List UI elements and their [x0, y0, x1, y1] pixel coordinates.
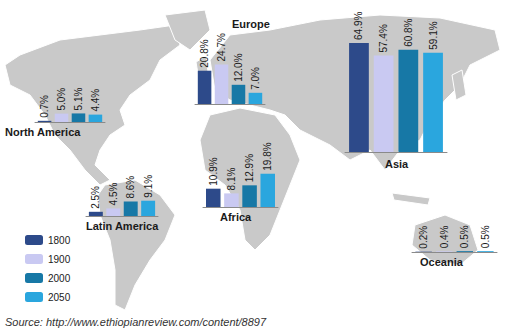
svg-text:Europe: Europe: [232, 18, 270, 30]
svg-text:1800: 1800: [48, 235, 71, 246]
svg-text:0.4%: 0.4%: [439, 225, 450, 248]
svg-text:2000: 2000: [48, 273, 71, 284]
svg-text:2050: 2050: [48, 292, 71, 303]
svg-text:57.4%: 57.4%: [378, 24, 389, 52]
svg-text:0.5%: 0.5%: [480, 225, 491, 248]
svg-text:5.1%: 5.1%: [73, 88, 84, 111]
svg-text:0.5%: 0.5%: [459, 225, 470, 248]
svg-text:2.5%: 2.5%: [90, 186, 101, 209]
svg-text:Latin America: Latin America: [86, 220, 159, 232]
svg-text:12.0%: 12.0%: [233, 53, 244, 81]
svg-text:20.8%: 20.8%: [199, 39, 210, 67]
svg-text:Source: http://www.ethiopianre: Source: http://www.ethiopianreview.com/c…: [5, 316, 267, 328]
svg-text:1900: 1900: [48, 254, 71, 265]
svg-text:0.2%: 0.2%: [418, 226, 429, 249]
svg-text:10.9%: 10.9%: [208, 157, 219, 185]
svg-text:64.9%: 64.9%: [353, 12, 364, 40]
svg-text:Africa: Africa: [220, 211, 252, 223]
svg-text:19.8%: 19.8%: [262, 142, 273, 170]
svg-text:4.5%: 4.5%: [108, 183, 119, 206]
svg-text:12.9%: 12.9%: [244, 154, 255, 182]
svg-text:North America: North America: [5, 126, 81, 138]
svg-text:5.0%: 5.0%: [56, 88, 67, 111]
svg-text:Asia: Asia: [385, 158, 409, 170]
svg-text:60.8%: 60.8%: [403, 18, 414, 46]
svg-text:24.7%: 24.7%: [216, 33, 227, 61]
svg-text:Oceania: Oceania: [420, 256, 464, 268]
svg-text:0.7%: 0.7%: [39, 95, 50, 118]
svg-text:9.1%: 9.1%: [143, 175, 154, 198]
svg-text:59.1%: 59.1%: [428, 21, 439, 49]
svg-text:8.1%: 8.1%: [226, 167, 237, 190]
svg-text:4.4%: 4.4%: [90, 89, 101, 112]
svg-text:7.0%: 7.0%: [250, 67, 261, 90]
svg-text:8.6%: 8.6%: [125, 176, 136, 199]
